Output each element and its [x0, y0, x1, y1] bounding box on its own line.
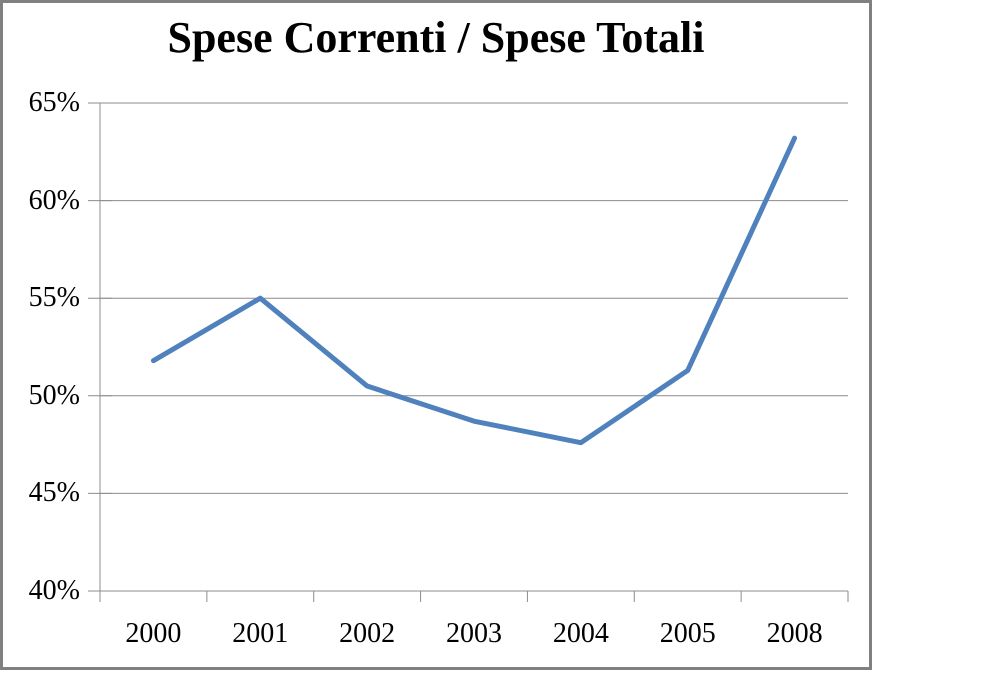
y-axis-tick-label: 40%: [28, 575, 80, 606]
x-axis-tick-label: 2002: [339, 618, 396, 649]
x-axis-tick-label: 2005: [659, 618, 716, 649]
data-series-line: [150, 135, 798, 446]
chart-frame: [0, 0, 872, 670]
x-axis-tick-label: 2008: [766, 618, 823, 649]
y-axis-tick-label: 55%: [28, 282, 80, 314]
x-axis-tick-label: 2003: [446, 618, 502, 649]
x-axis-tick-label: 2001: [232, 618, 289, 649]
chart-title: Spese Correnti / Spese Totali: [167, 13, 705, 62]
x-axis-tick-label: 2004: [552, 618, 609, 649]
y-axis-tick-label: 50%: [28, 379, 80, 411]
y-axis-tick-label: 65%: [28, 87, 80, 118]
y-axis-tick-label: 45%: [28, 477, 80, 509]
y-axis-tick-label: 60%: [28, 184, 80, 216]
x-axis-tick-label: 2000: [125, 618, 182, 649]
